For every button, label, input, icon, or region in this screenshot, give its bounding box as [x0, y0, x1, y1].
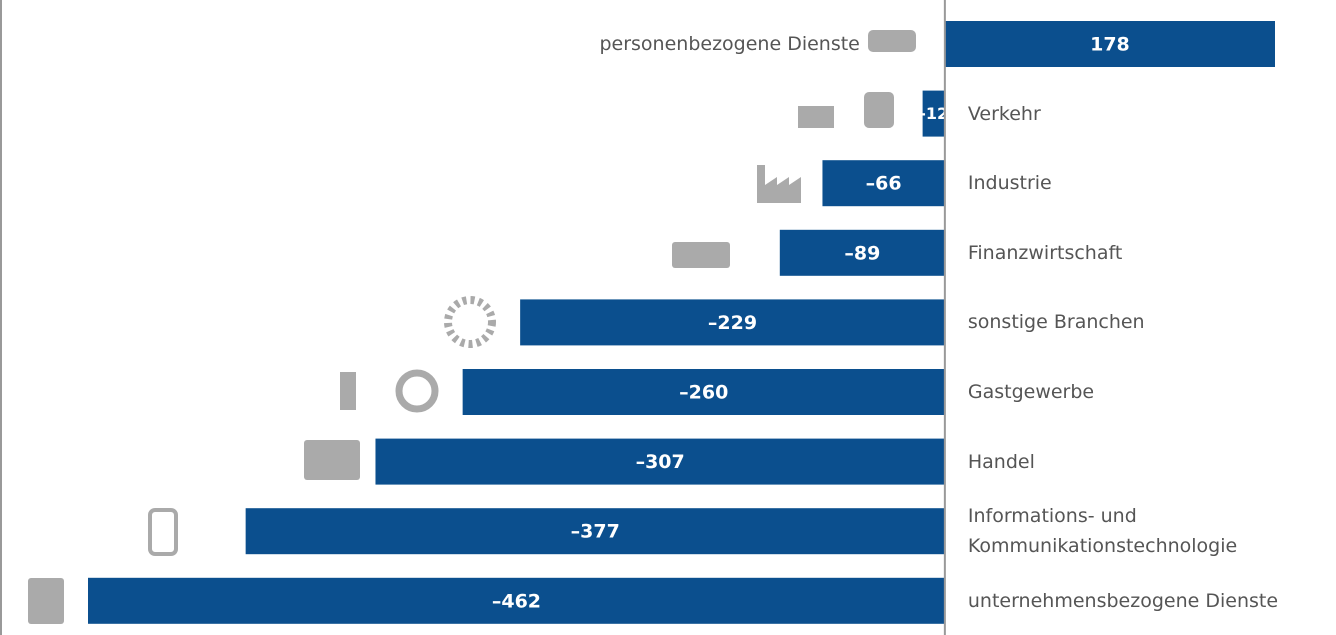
bar [520, 299, 945, 346]
icon-train [864, 92, 894, 128]
bar [375, 438, 945, 485]
icon-clipboard [28, 578, 64, 624]
value-label: –462 [492, 590, 541, 612]
value-label: 178 [1090, 34, 1130, 56]
value-label: –377 [571, 521, 620, 543]
bar [245, 508, 945, 555]
category-label: Finanzwirtschaft [967, 241, 1123, 264]
icon-phone [148, 508, 178, 556]
value-label: –66 [866, 173, 902, 195]
bar [822, 160, 945, 207]
icon-truck [798, 106, 834, 128]
bar [922, 90, 945, 137]
icons [28, 30, 916, 624]
category-label: personenbezogene Dienste [599, 33, 860, 55]
value-label: –229 [708, 312, 757, 334]
category-label: Industrie [967, 172, 1052, 195]
value-label: –260 [679, 382, 728, 404]
category-label: Handel [967, 450, 1035, 473]
icon-glass [340, 372, 356, 410]
bar [88, 577, 945, 624]
category-label: Gastgewerbe [967, 381, 1095, 403]
icon-money [672, 242, 730, 268]
value-label: –89 [844, 242, 880, 264]
icon-star [444, 296, 496, 348]
bar [779, 229, 945, 276]
icon-plate [395, 369, 439, 413]
category-label: unternehmensbezogene Dienste [967, 589, 1279, 612]
value-label: -12 [919, 104, 948, 123]
icon-factory [757, 165, 801, 203]
value-label: –307 [636, 451, 685, 473]
icon-handshake [868, 30, 916, 52]
bar [944, 21, 1275, 67]
category-label: Informations- und Kommunikationstechnolo… [967, 505, 1238, 558]
category-label: sonstige Branchen [967, 311, 1145, 334]
icon-register [304, 440, 360, 480]
bar [462, 369, 945, 415]
category-label: Verkehr [967, 102, 1041, 125]
